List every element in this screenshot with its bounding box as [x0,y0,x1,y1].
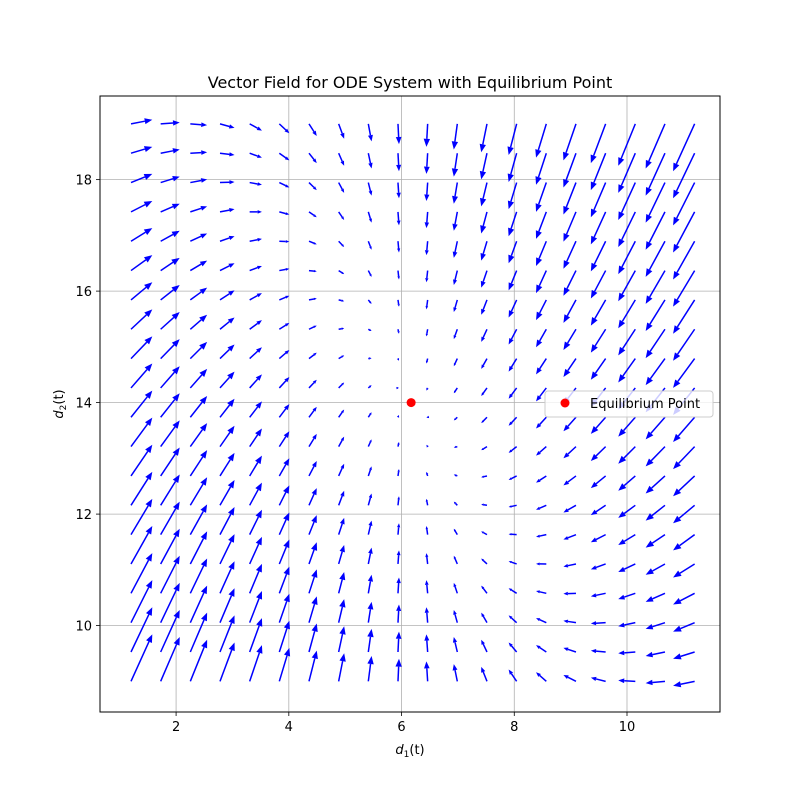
y-tick-label: 10 [75,620,92,635]
chart-title: Vector Field for ODE System with Equilib… [208,73,613,92]
x-tick-label: 2 [172,720,180,735]
legend-marker [561,399,570,408]
y-axis-label: d2(t) [52,389,69,418]
y-tick-label: 18 [75,174,92,189]
legend: Equilibrium Point [545,391,713,417]
x-tick-label: 4 [285,720,293,735]
x-axis-label: d1(t) [395,743,424,760]
equilibrium-point [407,398,416,407]
x-tick-label: 8 [510,720,518,735]
y-tick-label: 16 [75,285,92,300]
x-tick-label: 10 [619,720,636,735]
y-tick-label: 14 [75,397,92,412]
x-tick-label: 6 [397,720,405,735]
equilibrium-layer [407,398,416,407]
legend-label: Equilibrium Point [590,397,700,412]
y-tick-label: 12 [75,508,92,523]
